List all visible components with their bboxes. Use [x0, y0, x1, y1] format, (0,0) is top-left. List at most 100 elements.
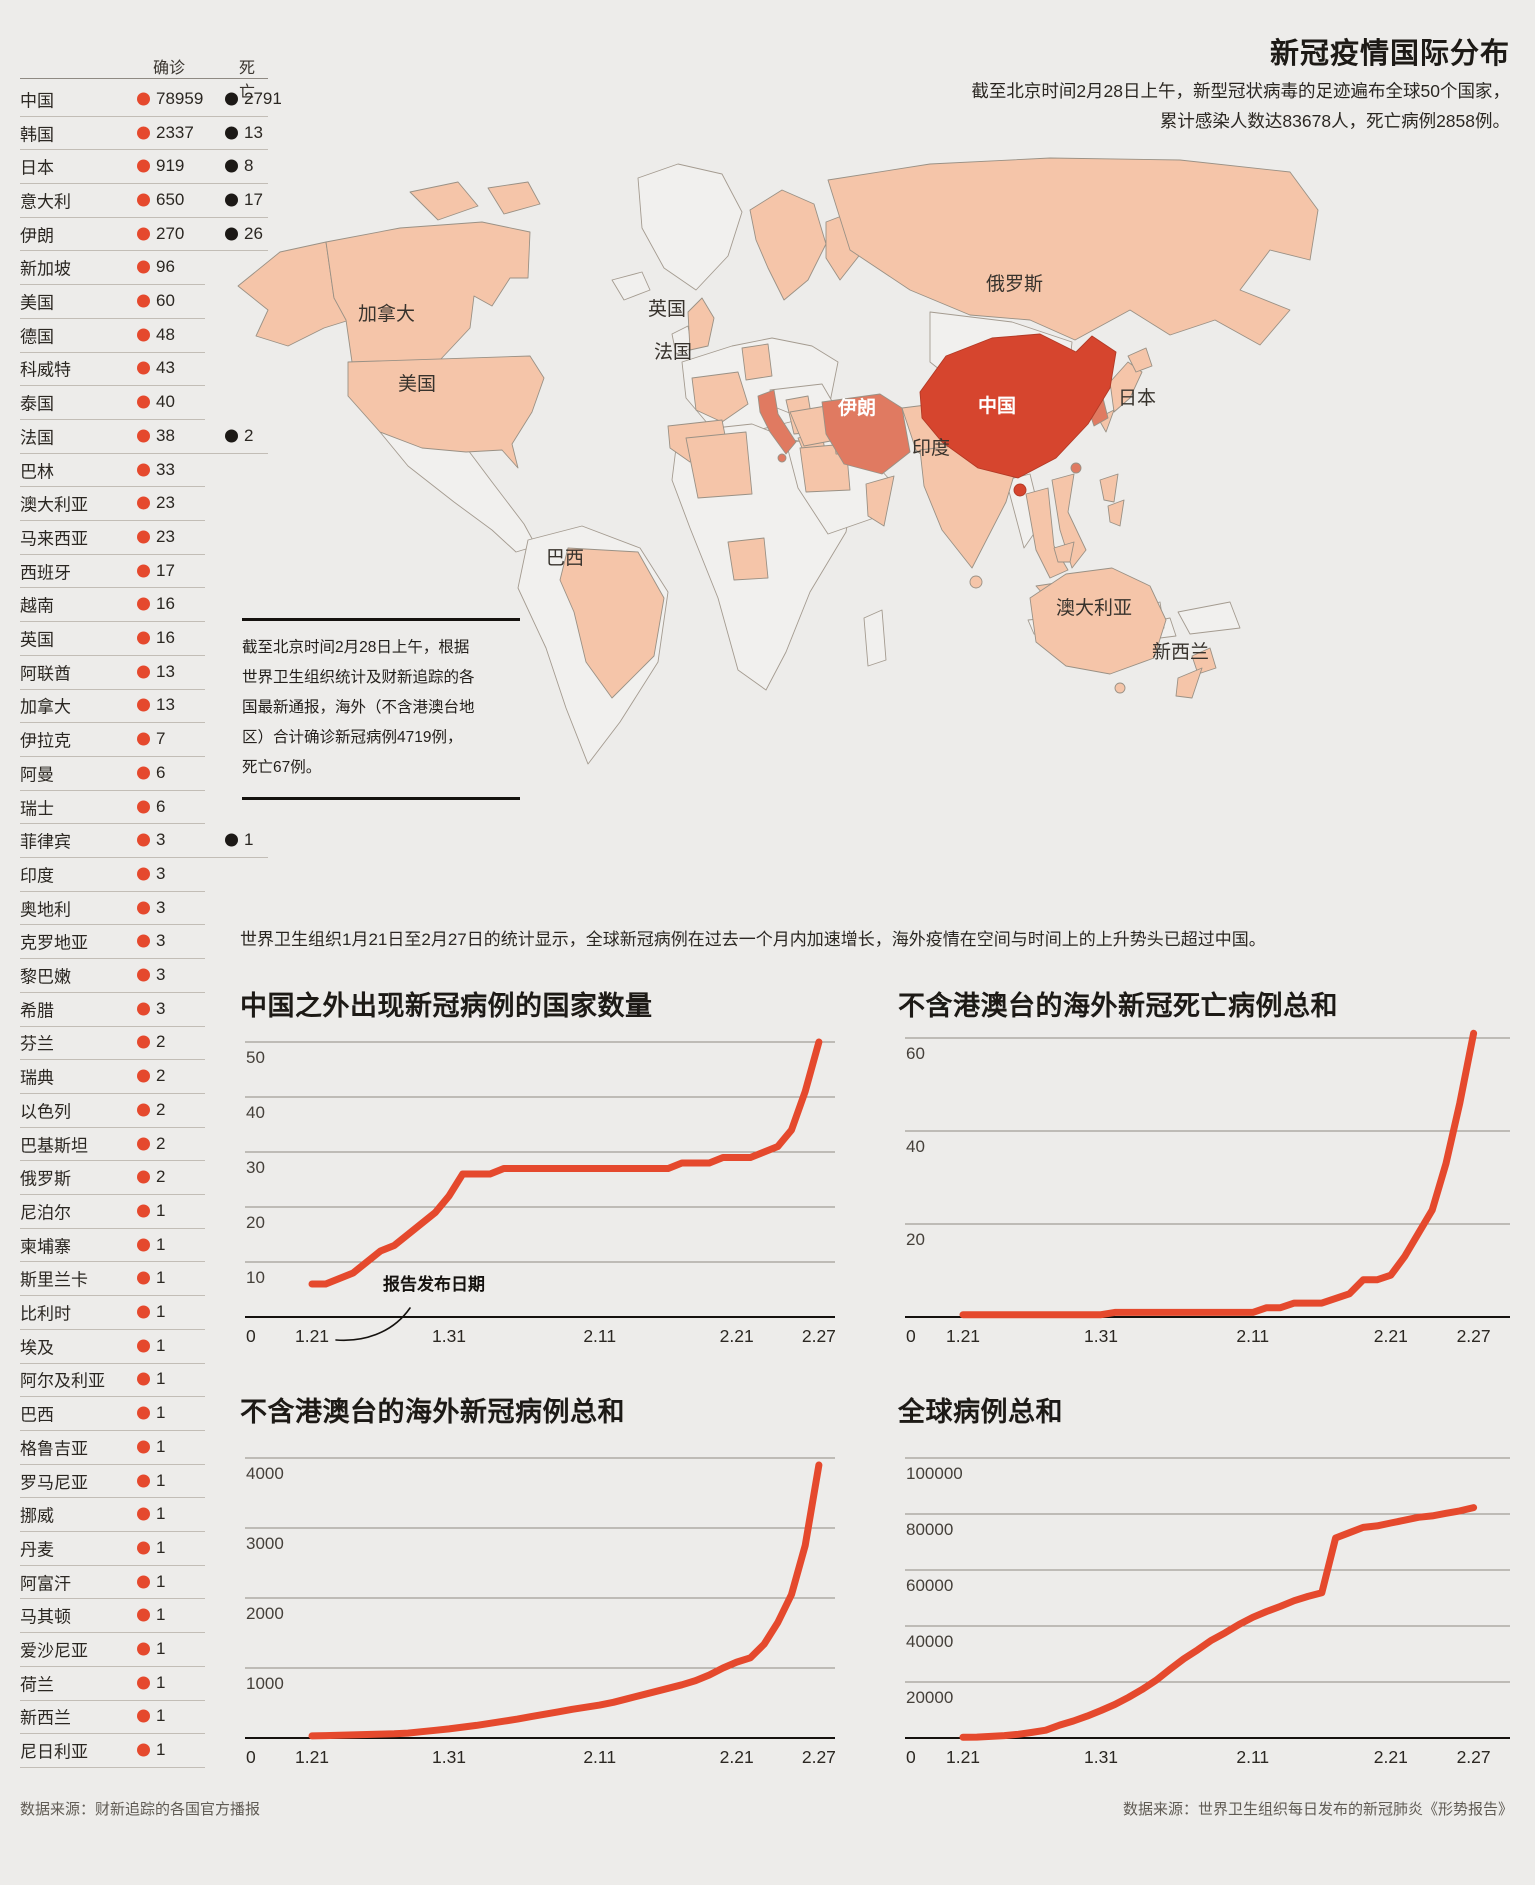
table-row: 瑞典 2 — [20, 1059, 205, 1094]
country-name: 越南 — [20, 596, 54, 616]
table-row: 阿富汗 1 — [20, 1565, 205, 1600]
confirmed-dot — [137, 1709, 150, 1723]
chart-title-overseas-cases: 不含港澳台的海外新冠病例总和 — [240, 1397, 625, 1427]
death-count: 13 — [244, 122, 263, 142]
country-japan-hokkaido — [1127, 347, 1153, 373]
table-row: 伊朗 270 26 — [20, 217, 268, 252]
annotation-line — [335, 1307, 411, 1342]
confirmed-count: 3 — [156, 998, 166, 1018]
country-iceland — [611, 271, 651, 301]
confirmed-count: 2 — [156, 1133, 166, 1153]
table-row: 格鲁吉亚 1 — [20, 1430, 205, 1465]
confirmed-count: 1 — [156, 1200, 166, 1220]
country-name: 巴西 — [20, 1405, 54, 1425]
chart-title-overseas-deaths: 不含港澳台的海外新冠死亡病例总和 — [898, 991, 1338, 1021]
confirmed-count: 650 — [156, 189, 185, 209]
country-name: 瑞典 — [20, 1068, 54, 1088]
country-name: 印度 — [20, 866, 54, 886]
confirmed-count: 16 — [156, 594, 175, 614]
confirmed-dot — [137, 1103, 150, 1117]
country-name: 中国 — [20, 91, 54, 111]
confirmed-dot — [137, 530, 150, 544]
country-madagascar — [863, 609, 887, 667]
y-axis-tick-label: 3000 — [246, 1534, 284, 1553]
confirmed-count: 23 — [156, 493, 175, 513]
map-label: 新西兰 — [1152, 641, 1209, 663]
confirmed-dot — [137, 395, 150, 409]
death-dot — [225, 429, 238, 443]
table-row: 希腊 3 — [20, 992, 205, 1027]
confirmed-dot — [137, 1271, 150, 1285]
confirmed-dot — [137, 833, 150, 847]
confirmed-dot — [137, 1406, 150, 1420]
table-row: 新加坡 96 — [20, 251, 205, 286]
confirmed-dot — [137, 1608, 150, 1622]
confirmed-dot — [137, 1676, 150, 1690]
table-row: 埃及 1 — [20, 1329, 205, 1364]
country-name: 俄罗斯 — [20, 1169, 71, 1189]
confirmed-dot — [137, 800, 150, 814]
country-name: 尼日利亚 — [20, 1742, 88, 1762]
table-row: 越南 16 — [20, 588, 205, 623]
confirmed-count: 6 — [156, 796, 166, 816]
table-row: 芬兰 2 — [20, 1026, 205, 1061]
country-japan-honshu — [1109, 361, 1143, 413]
confirmed-count: 3 — [156, 863, 166, 883]
confirmed-count: 2 — [156, 1066, 166, 1086]
country-name: 日本 — [20, 158, 54, 178]
confirmed-dot — [137, 1069, 150, 1083]
country-name: 加拿大 — [20, 697, 71, 717]
death-dot — [225, 159, 238, 173]
confirmed-dot — [137, 1035, 150, 1049]
country-france — [691, 371, 749, 423]
y-axis-tick-label: 40 — [906, 1137, 925, 1156]
map-label: 俄罗斯 — [986, 273, 1043, 295]
confirmed-dot — [137, 260, 150, 274]
map-label: 美国 — [398, 373, 436, 395]
y-axis-tick-label: 20 — [246, 1213, 265, 1232]
x-axis-tick-label: 2.11 — [1236, 1326, 1269, 1346]
y-axis-tick-label: 20000 — [906, 1688, 953, 1707]
confirmed-count: 2 — [156, 1099, 166, 1119]
confirmed-dot — [137, 1440, 150, 1454]
table-row: 美国 60 — [20, 284, 205, 319]
x-axis-tick-label: 1.31 — [1084, 1747, 1118, 1767]
map-label: 印度 — [912, 437, 950, 459]
table-row: 阿联酋 13 — [20, 655, 205, 690]
y-axis-tick-label: 4000 — [246, 1464, 284, 1483]
country-name: 科威特 — [20, 360, 71, 380]
country-name: 希腊 — [20, 1001, 54, 1021]
x-axis-tick-label: 2.11 — [583, 1326, 616, 1346]
confirmed-count: 1 — [156, 1706, 166, 1726]
confirmed-dot — [137, 294, 150, 308]
confirmed-dot — [137, 1204, 150, 1218]
x-axis-tick-label: 1.31 — [1084, 1326, 1118, 1346]
subtitle-line-1: 截至北京时间2月28日上午，新型冠状病毒的足迹遍布全球50个国家， — [971, 81, 1510, 101]
x-axis-tick-label: 2.21 — [720, 1747, 754, 1767]
confirmed-count: 13 — [156, 661, 175, 681]
y-axis-tick-label: 2000 — [246, 1604, 284, 1623]
chart-line — [959, 1504, 1478, 1741]
confirmed-count: 3 — [156, 830, 166, 850]
x-axis-tick-label: 2.27 — [802, 1747, 836, 1767]
table-row: 黎巴嫩 3 — [20, 958, 205, 993]
source-right: 数据来源：世界卫生组织每日发布的新冠肺炎《形势报告》 — [1122, 1801, 1513, 1818]
country-name: 马来西亚 — [20, 529, 88, 549]
confirmed-dot — [137, 732, 150, 746]
country-sri-lanka — [969, 575, 983, 589]
country-vietnam — [1051, 473, 1087, 569]
table-row: 中国 78959 2791 — [20, 82, 282, 117]
confirmed-count: 270 — [156, 223, 185, 243]
country-name: 泰国 — [20, 394, 54, 414]
y-axis-tick-label: 80000 — [906, 1520, 953, 1539]
map-label: 日本 — [1118, 387, 1156, 409]
table-row: 以色列 2 — [20, 1093, 205, 1128]
page-subtitle: 截至北京时间2月28日上午，新型冠状病毒的足迹遍布全球50个国家， 累计感染人数… — [971, 76, 1510, 136]
confirmed-count: 3 — [156, 931, 166, 951]
confirmed-dot — [137, 1743, 150, 1757]
table-row: 英国 16 — [20, 621, 205, 656]
country-uk — [687, 297, 715, 351]
confirmed-count: 48 — [156, 324, 175, 344]
map-callout-note: 截至北京时间2月28日上午，根据 世界卫生组织统计及财新追踪的各 国最新通报，海… — [242, 618, 520, 800]
